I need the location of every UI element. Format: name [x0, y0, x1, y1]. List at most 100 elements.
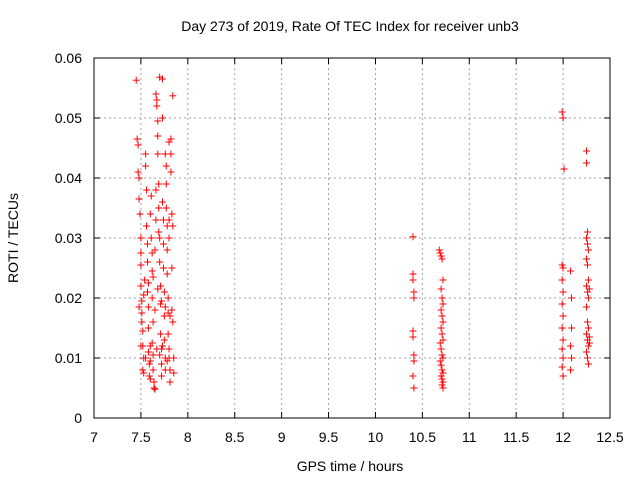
data-point [153, 96, 161, 104]
data-point [439, 378, 447, 386]
data-point [559, 354, 567, 362]
data-point [155, 180, 163, 188]
data-point [559, 114, 567, 122]
data-point [156, 351, 164, 359]
data-point [439, 318, 447, 326]
data-point [170, 369, 178, 377]
data-point [134, 141, 142, 149]
data-point [410, 294, 418, 302]
data-point [583, 228, 591, 236]
data-point [583, 240, 591, 248]
x-tick-label: 8 [184, 429, 192, 445]
data-point [138, 297, 146, 305]
data-point [583, 147, 591, 155]
data-point [439, 369, 447, 377]
data-point [438, 366, 446, 374]
data-point [141, 276, 149, 284]
data-point [154, 117, 162, 125]
data-point [170, 354, 178, 362]
data-point [583, 354, 591, 362]
data-point [584, 342, 592, 350]
data-point [136, 210, 144, 218]
data-point [436, 357, 444, 365]
data-point [165, 138, 173, 146]
data-point [138, 318, 146, 326]
data-point [409, 372, 417, 380]
data-point [149, 366, 157, 374]
data-point [438, 330, 446, 338]
data-point [437, 345, 445, 353]
data-point [167, 135, 175, 143]
data-point [145, 372, 153, 380]
y-axis-label: ROTI / TECUs [5, 193, 21, 283]
x-axis: 7 7.5 8 8.5 9 9.5 10 10.5 11 11.5 12 12.5 [90, 58, 624, 445]
x-tick-label: 12.5 [596, 429, 623, 445]
data-point [148, 339, 156, 347]
data-point [437, 306, 445, 314]
data-point [139, 366, 147, 374]
data-point [143, 258, 151, 266]
data-point [410, 351, 418, 359]
data-point [438, 351, 446, 359]
data-point [135, 174, 143, 182]
y-tick-label: 0.06 [55, 50, 82, 66]
data-point [163, 357, 171, 365]
data-point [154, 285, 162, 293]
data-point [146, 375, 154, 383]
data-point [167, 168, 175, 176]
data-point [156, 258, 164, 266]
data-point [147, 192, 155, 200]
data-point [583, 348, 591, 356]
data-point [149, 273, 157, 281]
data-point [148, 267, 156, 275]
data-point [585, 285, 593, 293]
x-tick-label: 10.5 [409, 429, 436, 445]
data-point [148, 294, 156, 302]
data-point [144, 279, 152, 287]
data-point [158, 297, 166, 305]
data-point [150, 384, 158, 392]
data-point [584, 294, 592, 302]
data-point [158, 342, 166, 350]
data-point [558, 261, 566, 269]
data-point [153, 102, 161, 110]
y-tick-label: 0.03 [55, 230, 82, 246]
x-tick-label: 10 [368, 429, 384, 445]
data-point [560, 165, 568, 173]
data-point [144, 324, 152, 332]
data-point [144, 303, 152, 311]
data-point [558, 324, 566, 332]
x-axis-label: GPS time / hours [297, 458, 404, 474]
x-tick-label: 7.5 [131, 429, 151, 445]
data-point [146, 357, 154, 365]
data-point [558, 363, 566, 371]
data-point [583, 159, 591, 167]
data-point [409, 327, 417, 335]
data-point [438, 294, 446, 302]
data-point [134, 168, 142, 176]
data-point [559, 312, 567, 320]
data-point [159, 240, 167, 248]
data-point [160, 336, 168, 344]
data-point [583, 336, 591, 344]
y-tick-label: 0.02 [55, 290, 82, 306]
x-tick-label: 9.5 [319, 429, 339, 445]
data-point [583, 234, 591, 242]
data-point [149, 351, 157, 359]
data-point [584, 324, 592, 332]
data-point [584, 246, 592, 254]
data-point [410, 288, 418, 296]
y-tick-label: 0.04 [55, 170, 82, 186]
data-point [142, 150, 150, 158]
data-point [438, 255, 446, 263]
data-point [168, 264, 176, 272]
data-point [567, 267, 575, 275]
data-point [409, 233, 417, 241]
data-point [135, 195, 143, 203]
data-point [147, 234, 155, 242]
data-point [585, 339, 593, 347]
data-point [146, 210, 154, 218]
data-point [158, 372, 166, 380]
data-point [568, 354, 576, 362]
data-point [437, 361, 445, 369]
